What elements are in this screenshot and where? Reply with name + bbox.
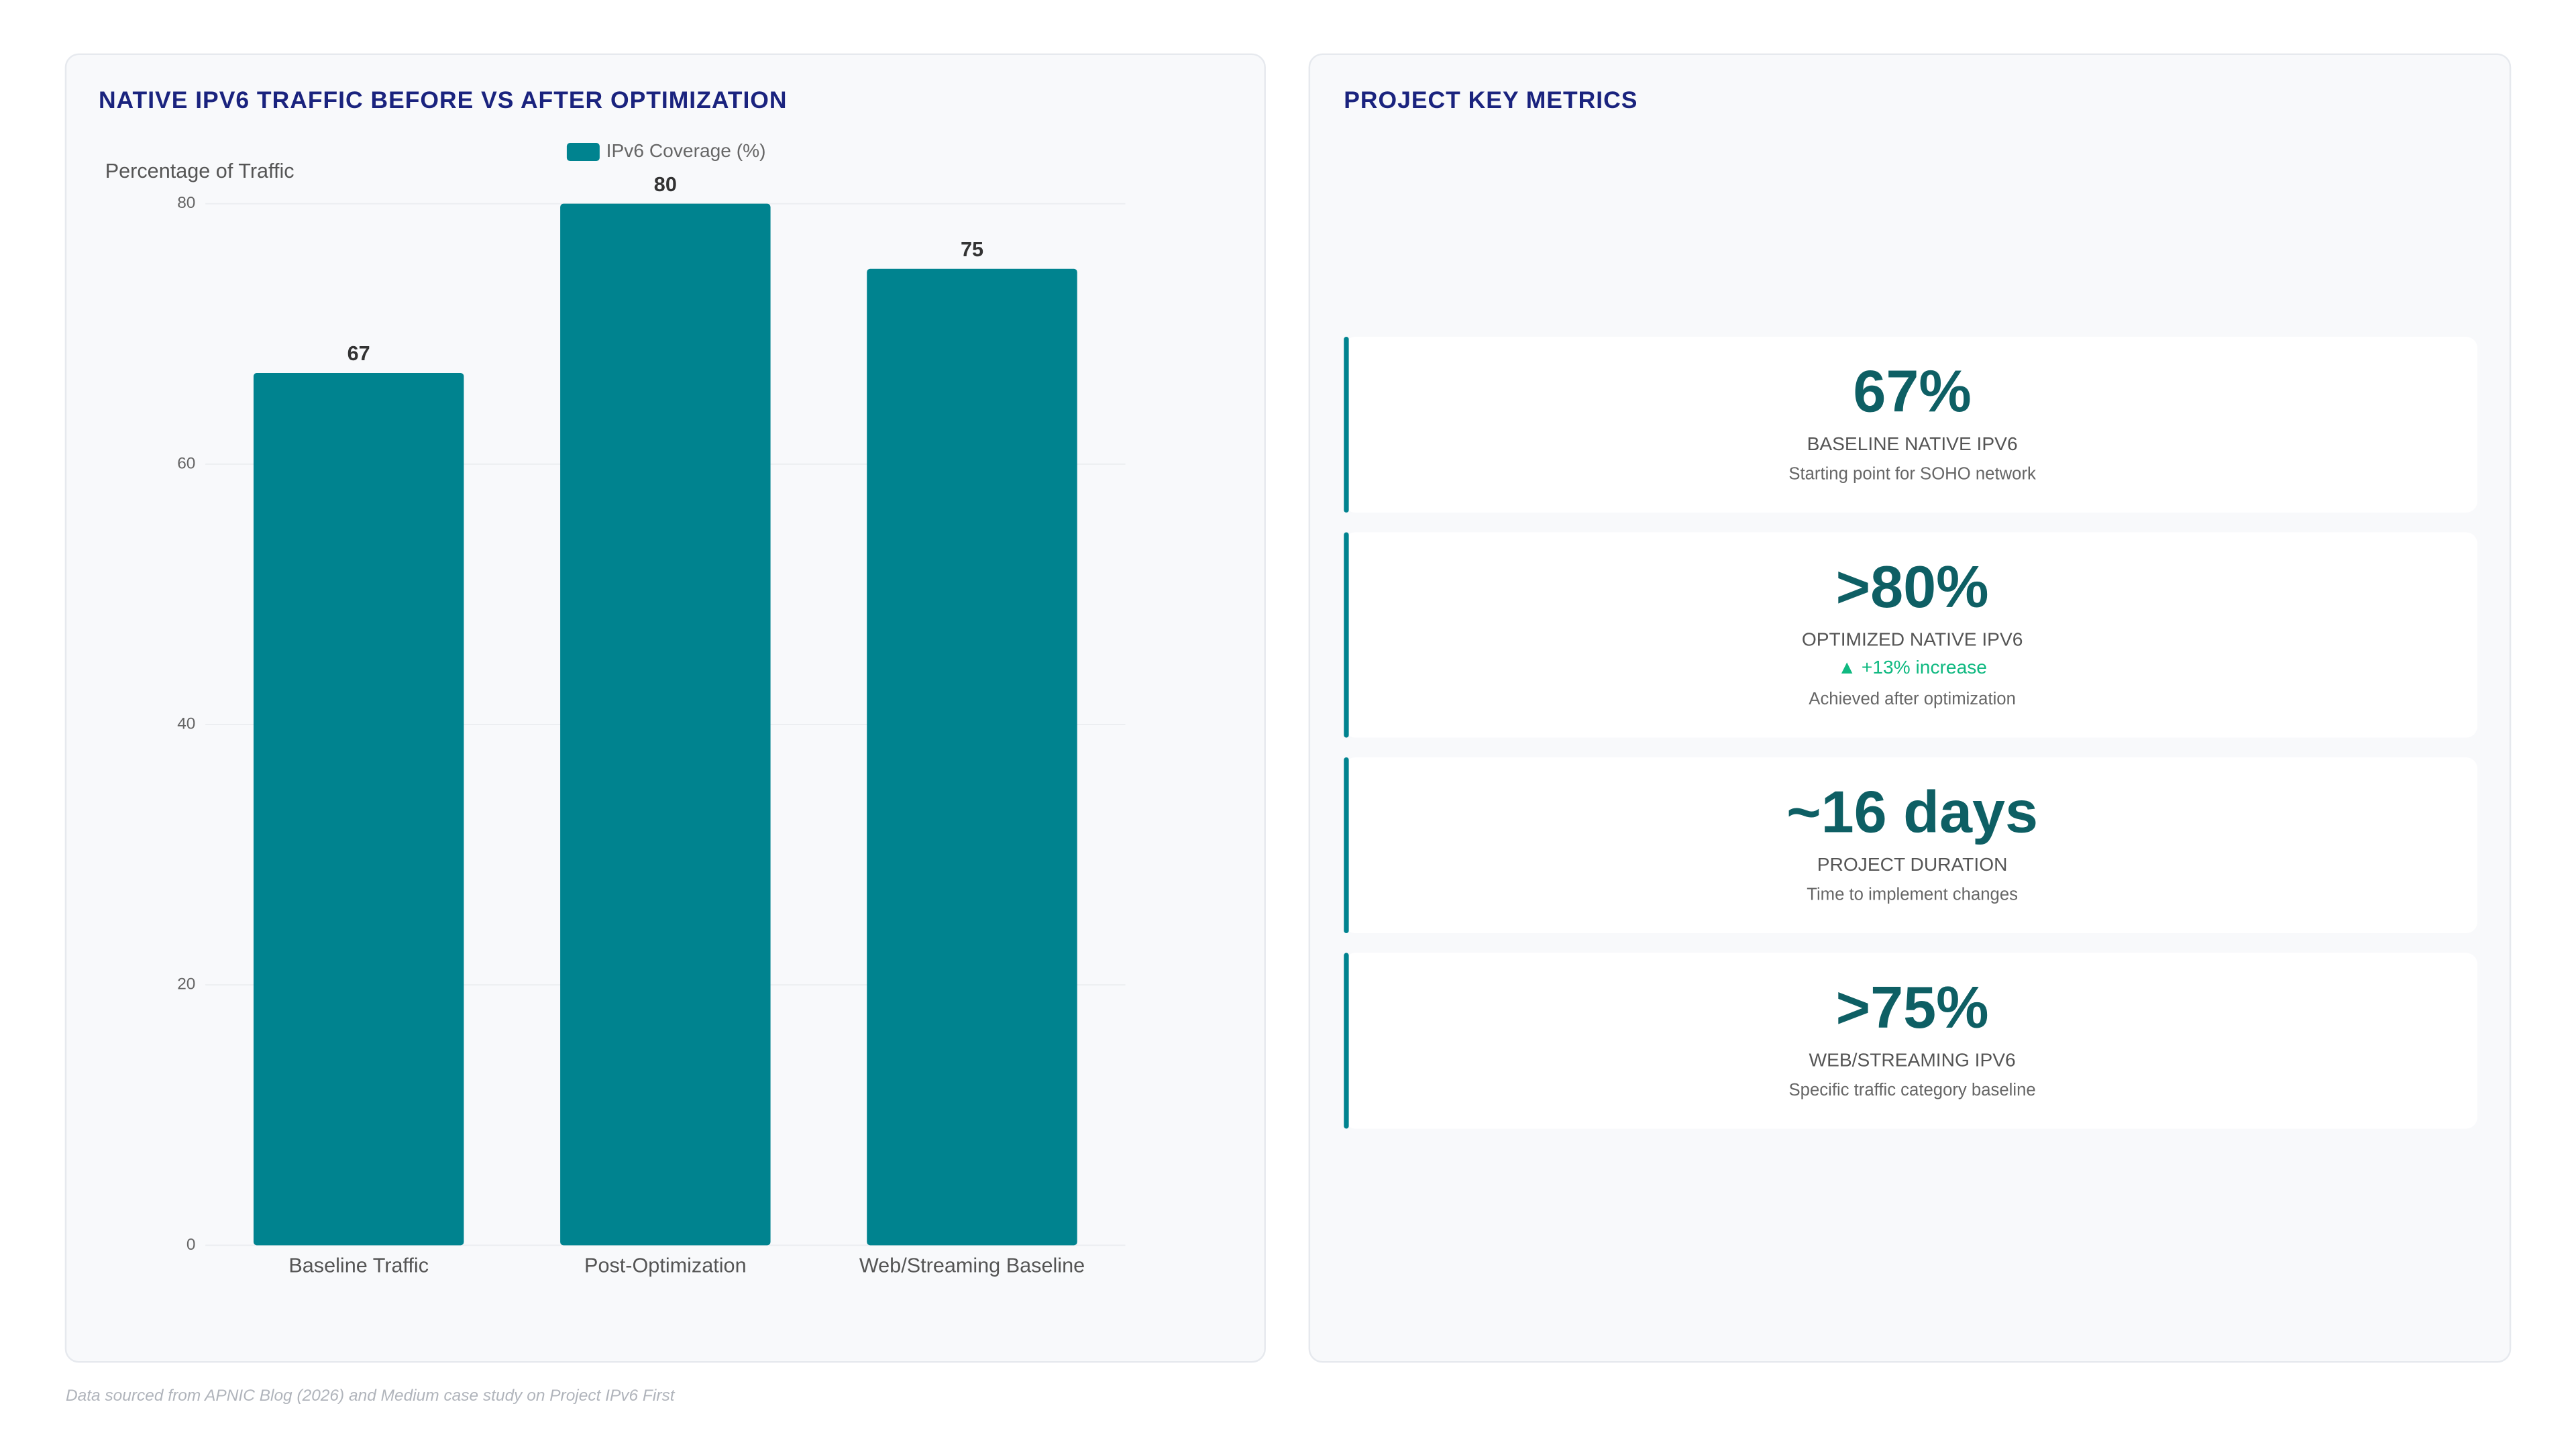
bar xyxy=(867,268,1077,1246)
metric-card xyxy=(1344,953,2478,1129)
metric-change: ▲ +13% increase xyxy=(1837,657,1987,678)
legend-swatch xyxy=(566,143,600,161)
metric-note: Achieved after optimization xyxy=(1809,690,2016,708)
card-accent xyxy=(1344,953,1349,1129)
y-tick-label: 0 xyxy=(186,1236,196,1254)
chart-title: NATIVE IPV6 TRAFFIC BEFORE VS AFTER OPTI… xyxy=(99,87,788,113)
y-axis-title: Percentage of Traffic xyxy=(105,160,294,182)
metric-value: >80% xyxy=(1836,553,1989,620)
bar xyxy=(253,372,464,1246)
card-accent xyxy=(1344,337,1349,513)
legend-label: IPv6 Coverage (%) xyxy=(606,140,766,161)
metric-label: WEB/STREAMING IPV6 xyxy=(1809,1049,2016,1070)
metric-card xyxy=(1344,337,2478,513)
bar xyxy=(560,203,771,1246)
metric-label: PROJECT DURATION xyxy=(1817,854,2008,875)
y-tick-label: 40 xyxy=(177,714,195,733)
x-tick-label: Baseline Traffic xyxy=(288,1254,429,1277)
value-label: 67 xyxy=(347,342,370,365)
value-label: 75 xyxy=(961,238,983,261)
metric-label: OPTIMIZED NATIVE IPV6 xyxy=(1802,629,2023,650)
metric-note: Specific traffic category baseline xyxy=(1789,1081,2036,1099)
y-tick-label: 60 xyxy=(177,454,195,472)
metric-value: ~16 days xyxy=(1786,778,2038,845)
metric-label: BASELINE NATIVE IPV6 xyxy=(1807,433,2018,454)
metric-card xyxy=(1344,532,2478,738)
x-tick-label: Post-Optimization xyxy=(584,1254,747,1277)
metric-note: Time to implement changes xyxy=(1807,885,2018,904)
metric-card xyxy=(1344,757,2478,934)
y-tick-label: 80 xyxy=(177,194,195,212)
value-label: 80 xyxy=(654,173,677,196)
card-accent xyxy=(1344,532,1349,738)
metric-note: Starting point for SOHO network xyxy=(1788,465,2036,484)
y-tick-label: 20 xyxy=(177,975,195,994)
metric-value: >75% xyxy=(1836,974,1989,1040)
x-tick-label: Web/Streaming Baseline xyxy=(859,1254,1085,1277)
card-accent xyxy=(1344,757,1349,934)
metric-value: 67% xyxy=(1853,358,1971,424)
footer: Data sourced from APNIC Blog (2026) and … xyxy=(66,1387,676,1405)
metrics-title: PROJECT KEY METRICS xyxy=(1344,87,1638,113)
